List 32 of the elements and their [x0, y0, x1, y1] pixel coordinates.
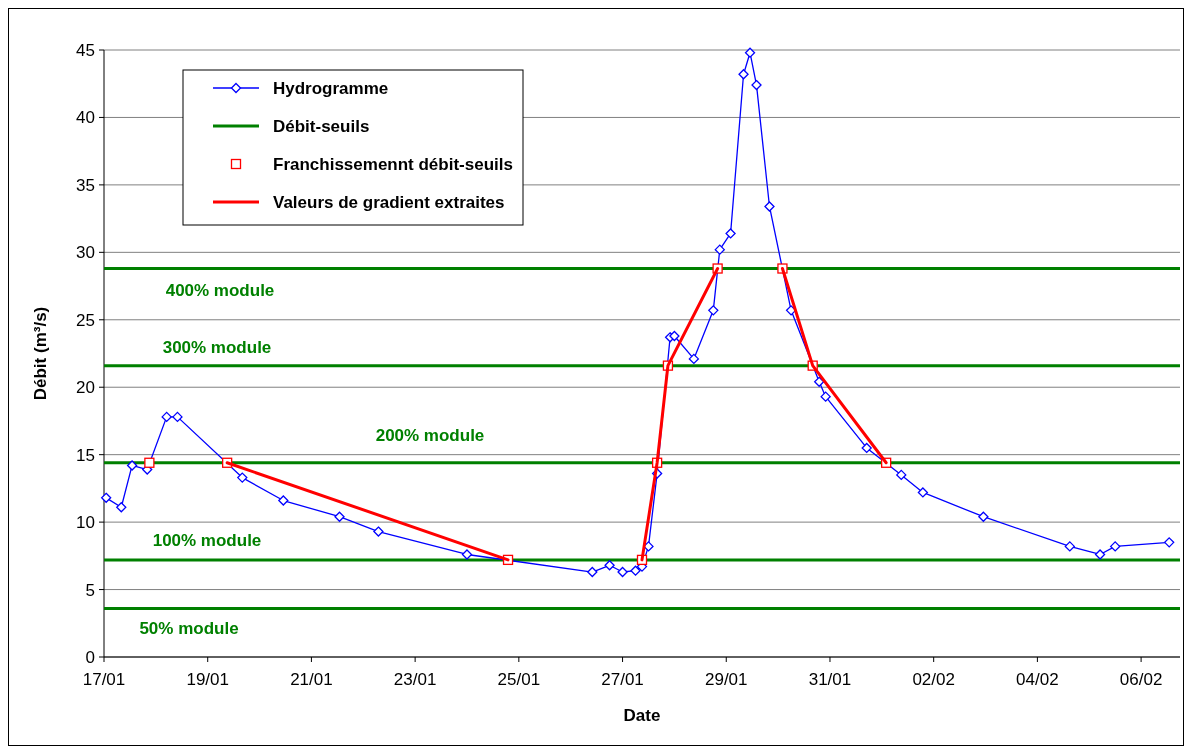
- legend-label: Valeurs de gradient extraites: [273, 192, 505, 212]
- y-tick-label: 35: [76, 175, 95, 195]
- ref-line-label: 100% module: [152, 530, 262, 550]
- ref-line-label: 300% module: [162, 337, 272, 357]
- x-tick-label: 31/01: [808, 670, 852, 689]
- y-tick-label: 40: [76, 108, 95, 128]
- x-tick-label: 21/01: [290, 670, 333, 689]
- x-tick-label: 17/01: [82, 670, 126, 689]
- x-tick-label: 06/02: [1119, 670, 1163, 689]
- y-tick-label: 10: [76, 513, 95, 533]
- x-tick-label: 25/01: [497, 670, 541, 689]
- x-tick-label: 02/02: [912, 670, 955, 689]
- y-tick-label: 30: [76, 243, 95, 263]
- ref-line-label: 200% module: [375, 425, 485, 445]
- y-tick-label: 25: [76, 310, 95, 330]
- y-tick-label: 45: [76, 40, 95, 60]
- legend-label: Franchissemennt débit-seuils: [273, 154, 513, 174]
- ref-line-label: 50% module: [139, 618, 239, 638]
- y-tick-label: 5: [85, 580, 95, 600]
- x-axis-title: Date: [623, 706, 661, 725]
- ref-line-label: 400% module: [165, 280, 275, 300]
- x-tick-label: 29/01: [704, 670, 748, 689]
- x-tick-label: 19/01: [186, 670, 229, 689]
- y-tick-label: 20: [76, 378, 95, 398]
- x-tick-label: 27/01: [601, 670, 644, 689]
- x-tick-label: 23/01: [393, 670, 437, 689]
- y-tick-label: 0: [85, 647, 95, 667]
- annotation: Débit-seuils: [273, 116, 370, 136]
- y-axis-title: Débit (m³/s): [31, 306, 50, 401]
- legend-label: Hydrogramme: [273, 78, 389, 98]
- x-tick-label: 04/02: [1016, 670, 1059, 689]
- y-tick-label: 15: [76, 445, 95, 465]
